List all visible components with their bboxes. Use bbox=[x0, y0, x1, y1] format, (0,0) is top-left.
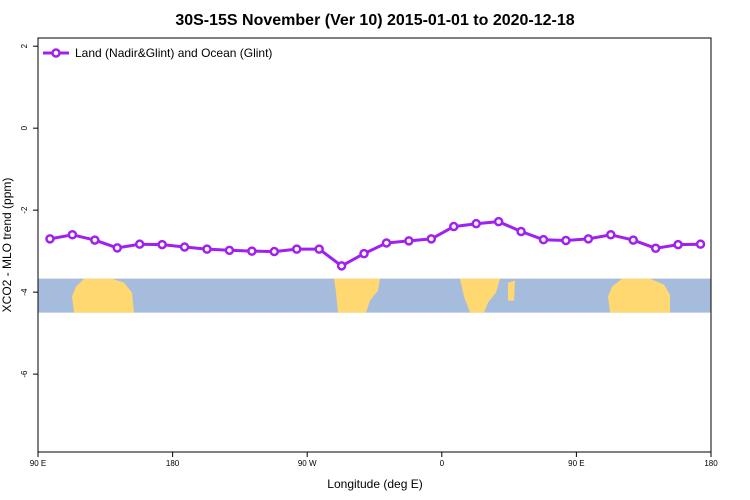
data-point bbox=[359, 248, 369, 259]
plot-frame bbox=[37, 37, 712, 453]
data-point bbox=[493, 216, 504, 227]
data-point bbox=[516, 226, 526, 237]
land-australia-2 bbox=[608, 278, 670, 313]
data-point bbox=[247, 246, 257, 256]
chart-title: 30S-15S November (Ver 10) 2015-01-01 to … bbox=[175, 12, 574, 29]
data-point bbox=[673, 239, 683, 250]
y-tick-label: -2 bbox=[20, 206, 29, 214]
x-axis-label: Longitude (deg E) bbox=[327, 477, 422, 491]
x-tick-label: 0 bbox=[440, 459, 445, 468]
y-axis-label: XCO2 - MLO trend (ppm) bbox=[0, 178, 14, 313]
data-point bbox=[471, 218, 481, 229]
data-point bbox=[650, 243, 661, 254]
data-point bbox=[381, 238, 392, 248]
data-point bbox=[134, 239, 145, 249]
legend-label: Land (Nadir&Glint) and Ocean (Glint) bbox=[75, 46, 272, 60]
data-point bbox=[336, 261, 347, 271]
data-point bbox=[606, 230, 616, 240]
y-tick-label: -6 bbox=[20, 370, 29, 378]
data-point bbox=[695, 239, 706, 249]
data-point bbox=[269, 246, 280, 257]
data-point bbox=[179, 242, 190, 252]
legend-marker bbox=[51, 48, 61, 58]
data-point bbox=[538, 234, 549, 245]
y-axis: 2 0 -2 -4 -6 bbox=[20, 43, 38, 378]
x-tick-label: 180 bbox=[166, 459, 180, 468]
data-point bbox=[404, 236, 414, 246]
land-south-america bbox=[334, 278, 380, 313]
data-point bbox=[291, 244, 302, 254]
data-point bbox=[628, 235, 638, 245]
data-point bbox=[426, 234, 437, 244]
data-point bbox=[45, 234, 55, 244]
data-point bbox=[583, 234, 594, 244]
legend: Land (Nadir&Glint) and Ocean (Glint) bbox=[43, 46, 272, 60]
x-tick-label: 180 bbox=[704, 459, 718, 468]
y-tick-label: -4 bbox=[20, 288, 29, 296]
data-point bbox=[224, 245, 235, 256]
data-point bbox=[314, 244, 324, 254]
land-australia-1 bbox=[72, 278, 134, 313]
data-point bbox=[112, 243, 123, 253]
x-axis: 90 E 180 90 W 0 90 E 180 bbox=[30, 452, 718, 468]
x-tick-label: 90 E bbox=[30, 459, 46, 468]
y-tick-label: 0 bbox=[20, 125, 29, 130]
series-layer bbox=[45, 216, 706, 271]
x-tick-label: 90 E bbox=[568, 459, 584, 468]
y-tick-label: 2 bbox=[20, 43, 29, 48]
data-point bbox=[67, 230, 78, 240]
x-tick-label: 90 W bbox=[298, 459, 317, 468]
data-point bbox=[561, 235, 571, 246]
land-madagascar bbox=[508, 280, 515, 301]
data-point bbox=[157, 239, 167, 250]
data-point bbox=[449, 221, 459, 232]
land-africa bbox=[460, 278, 500, 313]
map-strip bbox=[38, 278, 711, 313]
data-point bbox=[90, 235, 100, 245]
data-point bbox=[202, 244, 212, 254]
